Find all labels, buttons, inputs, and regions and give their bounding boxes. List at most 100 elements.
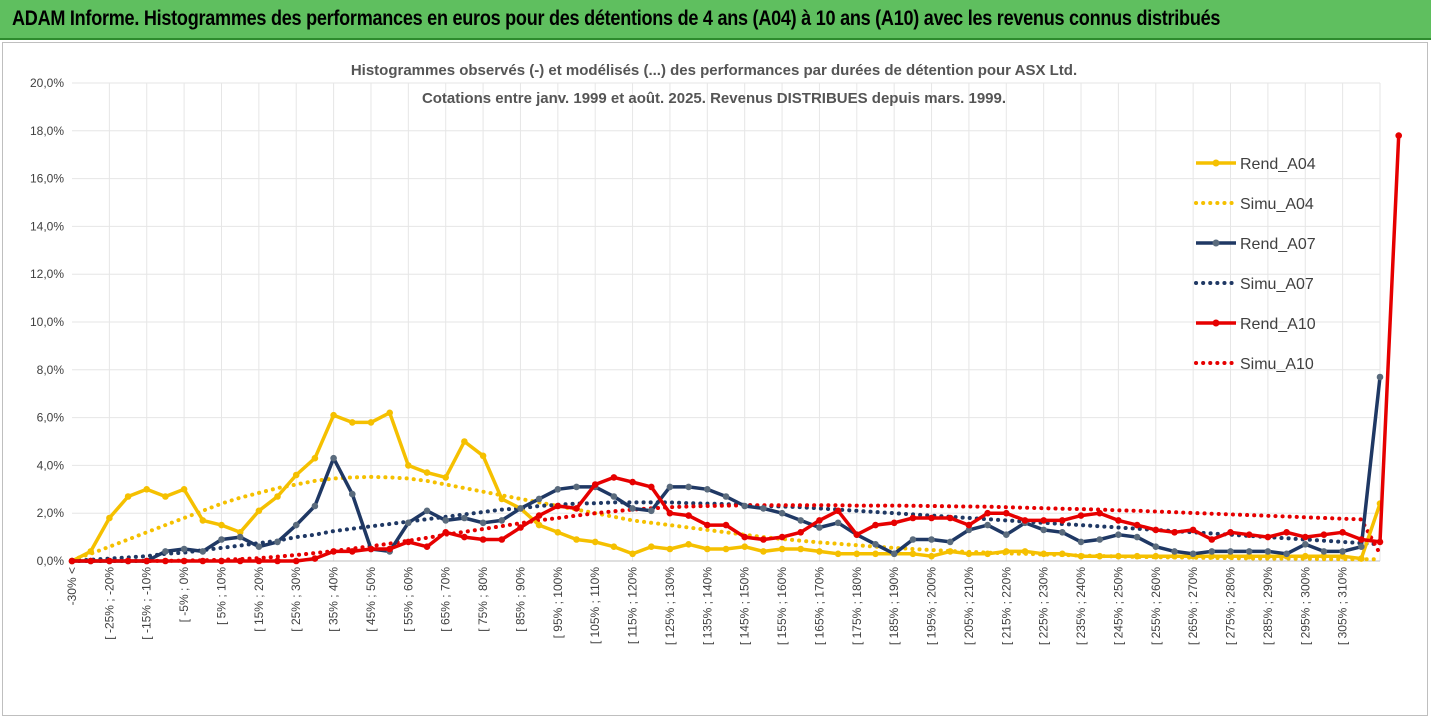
x-tick-label: [ -5% ; 0% — [177, 567, 191, 623]
data-point — [349, 548, 356, 555]
data-point — [255, 507, 263, 515]
x-tick-label: [ 15% ; 20% — [252, 567, 266, 632]
data-point — [629, 505, 636, 512]
data-point — [498, 517, 506, 524]
data-point — [1302, 541, 1309, 548]
data-point — [816, 548, 823, 555]
data-point — [68, 557, 76, 565]
data-point — [834, 507, 842, 515]
data-point — [1358, 555, 1365, 562]
x-tick-label: -30% < — [65, 567, 79, 605]
data-point — [1171, 529, 1178, 536]
data-point — [1059, 529, 1066, 536]
x-tick-label: [ 135% ; 140% — [700, 567, 714, 645]
y-tick-label: 2,0% — [37, 506, 65, 520]
data-point — [442, 517, 450, 524]
chart-title-line-1: Histogrammes observés (-) et modélisés (… — [351, 62, 1077, 79]
data-point — [311, 502, 319, 510]
data-point — [479, 519, 487, 527]
data-point — [704, 545, 711, 553]
data-point — [1152, 526, 1160, 534]
data-point — [311, 555, 319, 562]
data-point — [1302, 533, 1309, 541]
data-point — [255, 557, 263, 565]
data-point — [928, 514, 935, 522]
data-point — [292, 521, 300, 529]
data-point — [1245, 552, 1253, 560]
data-point — [1358, 543, 1365, 550]
legend-label: Simu_A04 — [1240, 196, 1314, 213]
data-point — [199, 517, 207, 524]
data-point — [797, 545, 804, 553]
x-tick-label: [ 245% ; 250% — [1111, 567, 1125, 645]
axes: 0,0% 2,0% 4,0% 6,0% 8,0% 10,0% 12,0% 14,0% 16,0%… — [30, 76, 1380, 645]
data-point — [648, 483, 655, 491]
data-point — [778, 545, 786, 553]
data-point — [984, 550, 991, 558]
data-point — [722, 521, 730, 529]
data-point — [87, 548, 94, 555]
data-point — [834, 550, 842, 558]
data-point — [872, 541, 879, 548]
data-point — [1227, 548, 1234, 555]
data-point — [517, 524, 524, 531]
data-point — [535, 512, 543, 519]
data-point — [909, 536, 917, 543]
series-line — [72, 376, 1382, 563]
data-point — [946, 538, 954, 546]
series-lines — [68, 132, 1402, 565]
legend-label: Rend_A04 — [1240, 156, 1316, 173]
data-point — [760, 548, 767, 555]
x-tick-label: [ 65% ; 70% — [439, 567, 453, 632]
data-point — [1189, 550, 1197, 558]
data-point — [106, 514, 113, 522]
y-tick-label: 20,0% — [30, 76, 64, 90]
data-point — [330, 548, 337, 555]
data-point — [1096, 552, 1103, 560]
data-point — [1133, 521, 1141, 529]
data-point — [274, 538, 281, 546]
data-point — [218, 536, 225, 543]
y-tick-label: 14,0% — [30, 219, 64, 233]
data-point — [648, 507, 655, 515]
x-tick-label: [ 155% ; 160% — [775, 567, 789, 645]
data-point — [498, 536, 506, 543]
data-point — [591, 538, 599, 546]
data-point — [853, 531, 861, 538]
data-point — [311, 454, 319, 462]
data-point — [760, 536, 767, 543]
x-tick-label: [ 235% ; 240% — [1074, 567, 1088, 645]
data-point — [106, 557, 113, 565]
data-point — [946, 548, 954, 555]
data-point — [180, 545, 188, 553]
data-point — [236, 533, 244, 541]
data-point — [1077, 552, 1085, 560]
grid-lines — [72, 82, 1381, 561]
data-point — [1115, 517, 1122, 524]
data-point — [591, 481, 599, 488]
data-point — [1264, 548, 1272, 555]
data-point — [872, 550, 879, 558]
data-point — [1283, 550, 1290, 558]
header-bar: ADAM Informe. Histogrammes des performan… — [0, 0, 1431, 40]
data-point — [573, 483, 580, 491]
data-point — [610, 493, 618, 500]
data-point — [1152, 552, 1160, 560]
x-tick-label: [ 175% ; 180% — [850, 567, 864, 645]
data-point — [797, 517, 804, 524]
data-point — [704, 521, 711, 529]
data-point — [666, 509, 674, 517]
chart-frame — [2, 42, 1428, 716]
data-point — [760, 505, 767, 512]
x-tick-label: [ 275% ; 280% — [1224, 567, 1238, 645]
data-point — [629, 550, 636, 558]
data-point — [423, 507, 431, 515]
data-point — [1021, 517, 1029, 524]
series-simu-a10 — [70, 503, 1382, 563]
data-point — [928, 536, 935, 543]
x-tick-label: [ 5% ; 10% — [214, 567, 228, 625]
x-tick-label: [ 165% ; 170% — [812, 567, 826, 645]
data-point — [1320, 552, 1328, 560]
x-tick-label: [ 195% ; 200% — [925, 567, 939, 645]
data-point — [1208, 536, 1216, 543]
